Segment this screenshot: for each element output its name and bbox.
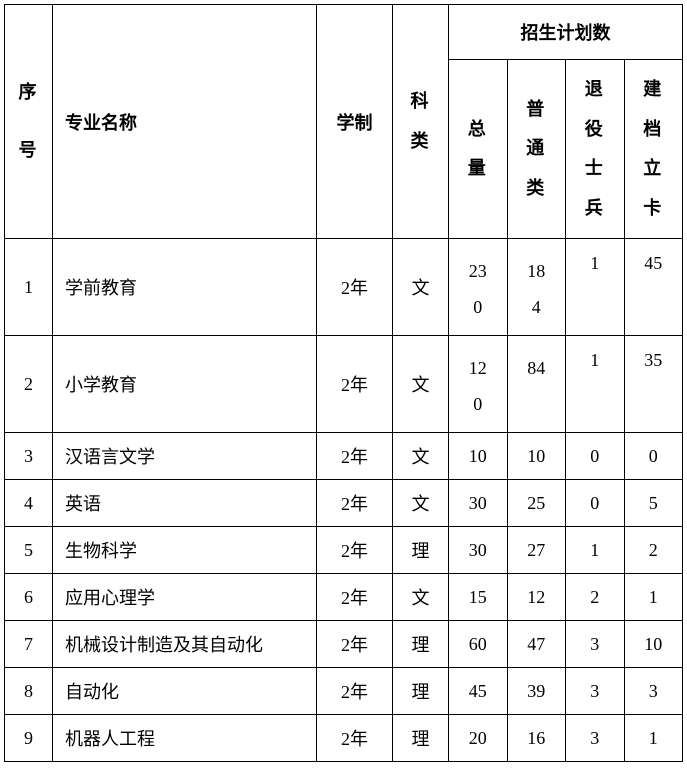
cell-system: 2年 [317, 433, 393, 480]
cell-name: 自动化 [53, 668, 317, 715]
enrollment-plan-table: 序号 专业名称 学制 科类 招生计划数 总量 普通类 退役士兵 建档立卡 1学前… [4, 4, 683, 762]
cell-name: 学前教育 [53, 239, 317, 336]
cell-normal: 12 [507, 574, 566, 621]
cell-veteran: 1 [566, 336, 625, 433]
cell-category: 理 [393, 668, 449, 715]
cell-record: 35 [624, 336, 683, 433]
table-row: 3汉语言文学2年文101000 [5, 433, 683, 480]
cell-category: 理 [393, 715, 449, 762]
cell-name: 机械设计制造及其自动化 [53, 621, 317, 668]
header-plan-total: 总量 [449, 60, 508, 239]
cell-record: 1 [624, 715, 683, 762]
cell-veteran: 0 [566, 480, 625, 527]
cell-seq: 7 [5, 621, 53, 668]
table-row: 5生物科学2年理302712 [5, 527, 683, 574]
cell-total: 120 [449, 336, 508, 433]
cell-total: 30 [449, 527, 508, 574]
cell-record: 10 [624, 621, 683, 668]
table-body: 1学前教育2年文2301841452小学教育2年文120841353汉语言文学2… [5, 239, 683, 762]
cell-veteran: 0 [566, 433, 625, 480]
cell-normal: 27 [507, 527, 566, 574]
cell-total: 230 [449, 239, 508, 336]
cell-system: 2年 [317, 574, 393, 621]
cell-category: 理 [393, 621, 449, 668]
header-plan-title: 招生计划数 [449, 5, 683, 60]
cell-record: 1 [624, 574, 683, 621]
cell-category: 文 [393, 239, 449, 336]
cell-name: 生物科学 [53, 527, 317, 574]
table-row: 1学前教育2年文230184145 [5, 239, 683, 336]
cell-category: 文 [393, 433, 449, 480]
cell-system: 2年 [317, 480, 393, 527]
cell-normal: 16 [507, 715, 566, 762]
header-category: 科类 [393, 5, 449, 239]
cell-veteran: 3 [566, 715, 625, 762]
cell-total: 30 [449, 480, 508, 527]
cell-system: 2年 [317, 621, 393, 668]
table-header: 序号 专业名称 学制 科类 招生计划数 总量 普通类 退役士兵 建档立卡 [5, 5, 683, 239]
header-system: 学制 [317, 5, 393, 239]
cell-record: 0 [624, 433, 683, 480]
header-plan-veteran: 退役士兵 [566, 60, 625, 239]
cell-seq: 5 [5, 527, 53, 574]
cell-system: 2年 [317, 715, 393, 762]
cell-normal: 25 [507, 480, 566, 527]
cell-total: 15 [449, 574, 508, 621]
cell-record: 45 [624, 239, 683, 336]
header-name: 专业名称 [53, 5, 317, 239]
cell-system: 2年 [317, 668, 393, 715]
cell-name: 机器人工程 [53, 715, 317, 762]
cell-normal: 47 [507, 621, 566, 668]
cell-system: 2年 [317, 527, 393, 574]
cell-record: 5 [624, 480, 683, 527]
header-plan-record: 建档立卡 [624, 60, 683, 239]
cell-system: 2年 [317, 239, 393, 336]
cell-name: 英语 [53, 480, 317, 527]
cell-veteran: 1 [566, 239, 625, 336]
cell-normal: 84 [507, 336, 566, 433]
table-row: 7机械设计制造及其自动化2年理6047310 [5, 621, 683, 668]
cell-category: 文 [393, 336, 449, 433]
cell-total: 45 [449, 668, 508, 715]
cell-name: 汉语言文学 [53, 433, 317, 480]
table-row: 2小学教育2年文12084135 [5, 336, 683, 433]
cell-total: 10 [449, 433, 508, 480]
cell-veteran: 3 [566, 621, 625, 668]
cell-record: 3 [624, 668, 683, 715]
cell-record: 2 [624, 527, 683, 574]
header-seq: 序号 [5, 5, 53, 239]
table-row: 8自动化2年理453933 [5, 668, 683, 715]
cell-category: 文 [393, 574, 449, 621]
header-plan-normal: 普通类 [507, 60, 566, 239]
cell-total: 20 [449, 715, 508, 762]
cell-seq: 2 [5, 336, 53, 433]
cell-name: 应用心理学 [53, 574, 317, 621]
table-row: 6应用心理学2年文151221 [5, 574, 683, 621]
table-row: 4英语2年文302505 [5, 480, 683, 527]
cell-category: 理 [393, 527, 449, 574]
cell-system: 2年 [317, 336, 393, 433]
cell-seq: 1 [5, 239, 53, 336]
cell-seq: 4 [5, 480, 53, 527]
cell-category: 文 [393, 480, 449, 527]
cell-seq: 9 [5, 715, 53, 762]
cell-seq: 3 [5, 433, 53, 480]
cell-veteran: 2 [566, 574, 625, 621]
cell-normal: 39 [507, 668, 566, 715]
cell-total: 60 [449, 621, 508, 668]
cell-veteran: 1 [566, 527, 625, 574]
cell-veteran: 3 [566, 668, 625, 715]
cell-normal: 184 [507, 239, 566, 336]
cell-name: 小学教育 [53, 336, 317, 433]
cell-seq: 6 [5, 574, 53, 621]
cell-normal: 10 [507, 433, 566, 480]
table-row: 9机器人工程2年理201631 [5, 715, 683, 762]
cell-seq: 8 [5, 668, 53, 715]
